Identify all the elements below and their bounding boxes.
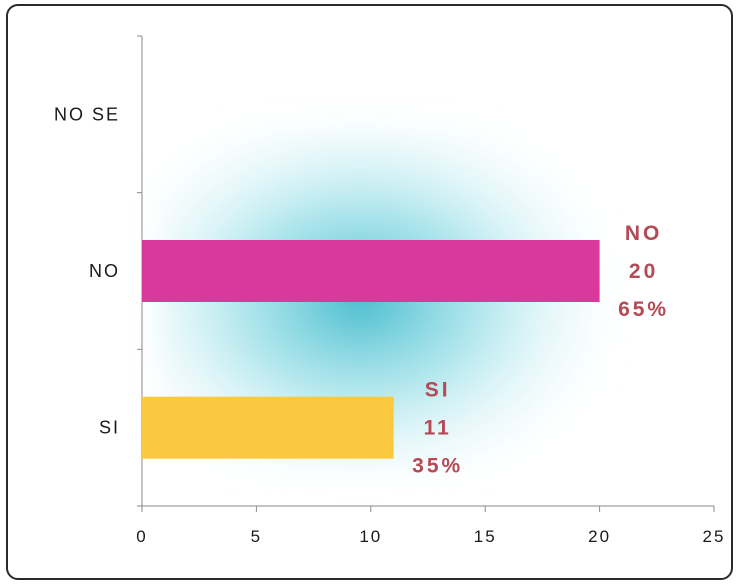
bar-si: [142, 396, 394, 459]
labels: SI NO NO SE SI 11 35% NO 20 65%: [54, 104, 669, 478]
data-label: 11: [424, 417, 452, 440]
data-label: NO: [625, 222, 663, 245]
chart-frame: 0 5 10 15 20 25 SI NO NO SE SI 11 35% NO 20 65%: [6, 4, 733, 580]
x-tick-label: 10: [359, 527, 382, 546]
x-tick-label: 25: [703, 527, 726, 546]
data-label: SI: [425, 379, 451, 402]
axes: 0 5 10 15 20 25: [136, 35, 726, 546]
x-tick-label: 0: [136, 527, 147, 546]
x-tick-label: 15: [474, 527, 497, 546]
bar-chart: 0 5 10 15 20 25 SI NO NO SE SI 11 35% NO 20 65%: [54, 35, 726, 546]
bars: [142, 240, 600, 459]
data-label: 35%: [412, 455, 463, 478]
x-tick-label: 5: [251, 527, 262, 546]
category-label: SI: [99, 418, 120, 438]
data-label: 20: [629, 260, 658, 283]
data-label: 65%: [618, 298, 669, 321]
category-label: NO SE: [54, 104, 120, 124]
bar-no: [142, 240, 600, 302]
category-label: NO: [89, 261, 120, 281]
x-tick-label: 20: [588, 527, 611, 546]
